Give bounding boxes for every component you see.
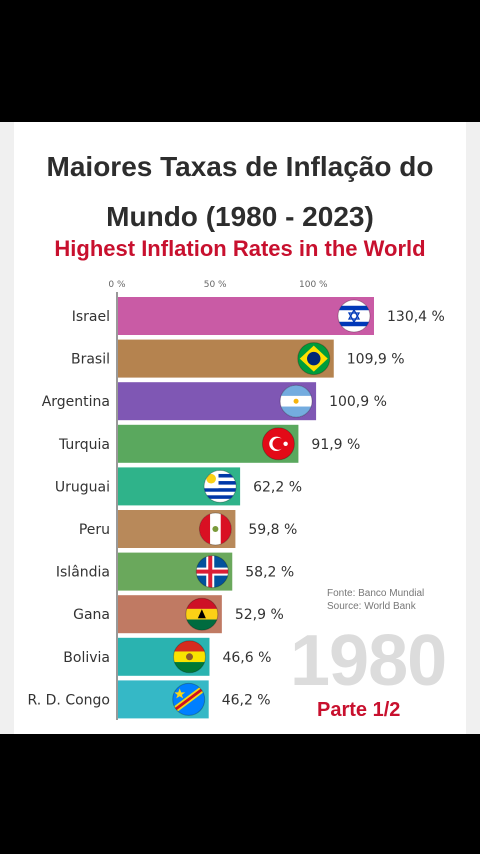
category-label: Turquia [58, 437, 110, 453]
part-label: Parte 1/2 [317, 699, 401, 721]
argentina-flag-icon [279, 384, 313, 418]
brazil-flag-icon [297, 342, 331, 376]
category-label: Islândia [56, 565, 110, 581]
value-label: 58,2 % [245, 565, 294, 581]
peru-flag-icon [198, 512, 232, 546]
iceland-flag-icon [195, 555, 229, 589]
source-note: Fonte: Banco Mundial Source: World Bank [327, 587, 424, 613]
x-axis-ticks: 0 % 50 % 100 % [108, 280, 328, 290]
value-label: 46,2 % [222, 692, 271, 708]
turkey-flag-icon [261, 427, 295, 461]
category-label: Peru [79, 522, 110, 538]
chart-title: Maiores Taxas de Inflação do Mundo (1980… [0, 142, 480, 242]
value-label: 52,9 % [235, 607, 284, 623]
source-pt: Fonte: Banco Mundial [327, 588, 425, 599]
category-label: R. D. Congo [28, 692, 110, 708]
category-label: Uruguai [55, 479, 110, 495]
bolivia-flag-icon [172, 640, 206, 674]
chart-subtitle: Highest Inflation Rates in the World [54, 236, 426, 261]
year-display: 1980 [290, 621, 447, 701]
category-label: Brasil [71, 352, 110, 368]
value-label: 59,8 % [248, 522, 297, 538]
value-label: 109,9 % [347, 352, 405, 368]
x-tick-label: 100 % [299, 280, 328, 290]
category-label: Bolivia [63, 650, 110, 666]
category-label: Argentina [42, 394, 110, 410]
ghana-flag-icon [185, 597, 219, 631]
chart-card [0, 122, 480, 734]
bar [118, 297, 374, 335]
dr-congo-flag-icon [172, 682, 206, 716]
chart-title-line2: Mundo (1980 - 2023) [106, 201, 374, 232]
bar-chart: 0 % 50 % 100 % Israel 130,4 % Brasil 109,9 % A… [28, 280, 445, 720]
israel-flag-icon [337, 299, 371, 333]
bars-group: Israel 130,4 % Brasil 109,9 % Argentina 100,9… [28, 297, 445, 719]
card-left-edge [0, 122, 14, 734]
chart-title-line1: Maiores Taxas de Inflação do [46, 151, 434, 182]
uruguay-flag-icon [203, 469, 237, 503]
category-label: Gana [73, 607, 110, 623]
value-label: 46,6 % [222, 650, 271, 666]
value-label: 91,9 % [311, 437, 360, 453]
value-label: 62,2 % [253, 479, 302, 495]
value-label: 100,9 % [329, 394, 387, 410]
card-right-edge [466, 122, 480, 734]
source-en: Source: World Bank [327, 601, 416, 612]
value-label: 130,4 % [387, 309, 445, 325]
category-label: Israel [72, 309, 110, 325]
x-tick-label: 0 % [108, 280, 126, 290]
x-tick-label: 50 % [204, 280, 227, 290]
